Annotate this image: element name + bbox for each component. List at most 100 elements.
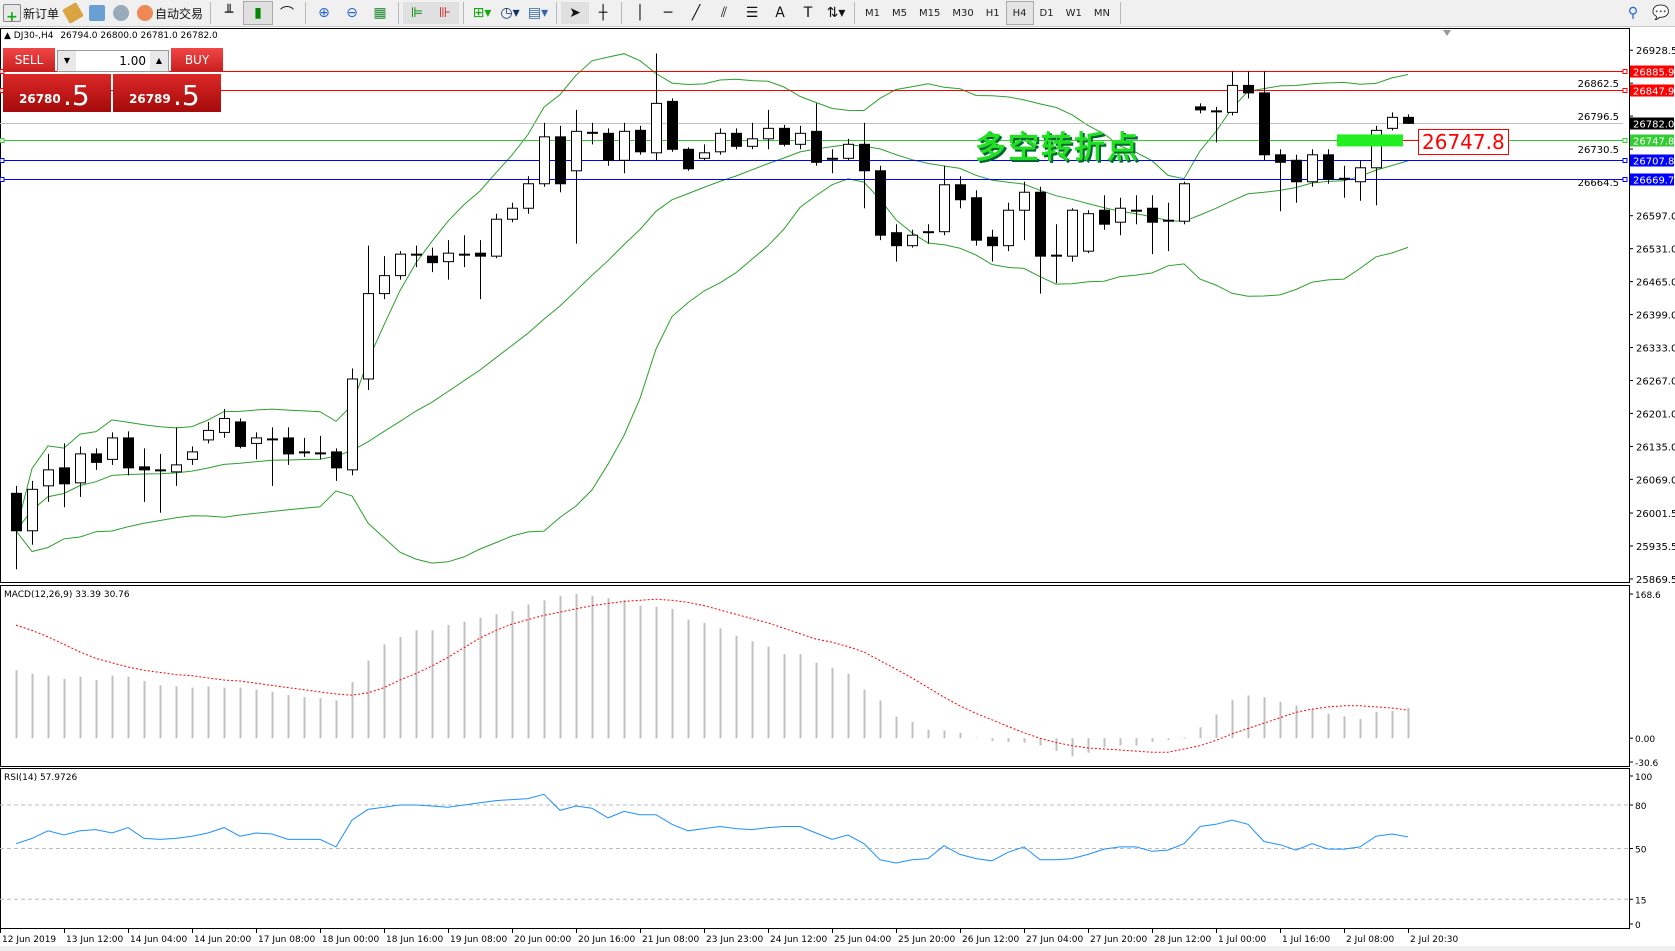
buy-button[interactable]: BUY: [171, 48, 223, 72]
timeframe-mn[interactable]: MN: [1093, 7, 1110, 19]
candle-bull: [395, 253, 406, 277]
main-panel-frame: [0, 28, 1630, 583]
candle-bear: [987, 236, 998, 247]
price-tick-label: 26531.0: [1636, 245, 1675, 256]
price-level-tag: [1630, 117, 1674, 130]
candle-bull: [587, 131, 598, 134]
price-tick-label: 26664.5: [1578, 178, 1619, 189]
timeframe-h1[interactable]: H1: [985, 7, 1000, 19]
sell-price-button[interactable]: 26780 .5: [3, 74, 111, 112]
lot-decrease-icon[interactable]: ▼: [58, 51, 76, 71]
text-label-button[interactable]: T: [794, 2, 822, 24]
time-tick-label: 13 Jun 12:00: [66, 935, 123, 945]
candle-bear: [891, 232, 902, 247]
timeframe-m1[interactable]: M1: [865, 7, 881, 19]
candle-bull: [1179, 183, 1190, 222]
trendline-button[interactable]: ╱: [682, 2, 710, 24]
auto-trading-button[interactable]: 自动交易: [134, 2, 206, 24]
level-handle-left: [0, 177, 5, 182]
level-handle-right: [1622, 88, 1628, 93]
price-tick-label: 26267.0: [1636, 376, 1675, 387]
price-label-annotation[interactable]: 26747.8: [1418, 129, 1509, 155]
channel-button[interactable]: ⫽: [710, 2, 738, 24]
candle-bear: [923, 231, 934, 234]
turning-point-annotation[interactable]: 多空转折点: [975, 130, 1140, 166]
time-tick-label: 14 Jun 20:00: [194, 935, 251, 945]
bar-chart-button[interactable]: ╨: [215, 2, 243, 24]
lot-increase-icon[interactable]: ▲: [150, 51, 168, 71]
crosshair-button[interactable]: ┼: [589, 2, 617, 24]
arrows-icon: ⇅▾: [826, 5, 846, 21]
level-handle-left: [0, 158, 5, 163]
sell-button[interactable]: SELL: [3, 48, 55, 72]
time-tick-label: 28 Jun 12:00: [1154, 935, 1211, 945]
zoom-out-button[interactable]: ⊖: [338, 2, 366, 24]
signals-button[interactable]: [110, 2, 134, 24]
periods-button[interactable]: ◷▾: [496, 2, 524, 24]
macd-panel-frame: [0, 585, 1630, 767]
candle-bull: [795, 132, 806, 145]
timeframe-d1[interactable]: D1: [1039, 7, 1054, 19]
arrows-button[interactable]: ⇅▾: [822, 2, 850, 24]
time-tick-label: 25 Jun 04:00: [834, 935, 891, 945]
chart-shift-button[interactable]: ⊪: [431, 2, 460, 24]
candle-bear: [1147, 207, 1158, 223]
time-tick-label: 20 Jun 00:00: [514, 935, 571, 945]
level-handle-right: [1622, 138, 1628, 143]
time-tick-label: 12 Jun 2019: [2, 935, 56, 945]
navigator-button[interactable]: [86, 2, 110, 24]
auto-trading-label: 自动交易: [155, 6, 204, 21]
auto-scroll-button[interactable]: ⊫: [403, 2, 432, 24]
candle-bear: [427, 255, 438, 264]
fibonacci-icon: ☰: [745, 5, 759, 21]
fibonacci-button[interactable]: ☰: [738, 2, 766, 24]
price-level-tag: [1630, 134, 1674, 147]
chart-canvas[interactable]: 26928.5 26862.5 26796.5 26730.5 26664.5 26597…: [0, 27, 1675, 951]
line-chart-button[interactable]: ⌒: [273, 2, 301, 24]
templates-button[interactable]: ▤▾: [524, 2, 552, 24]
time-tick-label: 1 Jul 16:00: [1282, 935, 1331, 945]
clock-icon: ◷▾: [500, 5, 520, 21]
search-button[interactable]: ⚲: [1619, 2, 1647, 24]
candle-bull: [107, 437, 118, 460]
vertical-line-button[interactable]: │: [626, 2, 654, 24]
level-handle-left: [0, 138, 5, 143]
timeframe-m15[interactable]: M15: [919, 7, 941, 19]
time-tick-label: 18 Jun 00:00: [322, 935, 379, 945]
candlestick-button[interactable]: ▮: [243, 1, 274, 25]
cursor-button[interactable]: ➤: [561, 2, 590, 24]
candle-bull: [219, 417, 230, 433]
price-level-tag-label: 26847.9: [1633, 87, 1674, 98]
folder-icon: [62, 2, 84, 24]
price-tick-label: 26069.0: [1636, 475, 1675, 486]
new-order-icon: +: [3, 4, 21, 24]
candle-bear: [139, 466, 150, 471]
candle-bull: [1051, 254, 1062, 257]
candle-bear: [315, 452, 326, 455]
timeframe-m30[interactable]: M30: [952, 7, 974, 19]
horizontal-line-button[interactable]: ─: [654, 2, 682, 24]
zoom-in-button[interactable]: ⊕: [310, 2, 338, 24]
chat-button[interactable]: 💬: [1647, 2, 1675, 24]
price-tick-label: 26465.0: [1636, 278, 1675, 289]
market-watch-button[interactable]: [62, 2, 86, 24]
text-button[interactable]: A: [766, 2, 794, 24]
tile-windows-button[interactable]: ▦: [366, 2, 394, 24]
toolbar-separator: [398, 2, 400, 24]
timeframe-m5[interactable]: M5: [892, 7, 908, 19]
timeframe-w1[interactable]: W1: [1065, 7, 1082, 19]
buy-price-button[interactable]: 26789 .5: [113, 74, 221, 112]
price-tick-label: 26796.5: [1578, 112, 1619, 123]
macd-tick-label: 0.00: [1635, 735, 1655, 745]
zoom-in-icon: ⊕: [318, 5, 330, 21]
collapse-triangle-icon[interactable]: ▲: [4, 31, 11, 41]
price-tick-label: 26862.5: [1578, 79, 1619, 90]
lot-value[interactable]: 1.00: [119, 54, 146, 68]
lot-size-input[interactable]: ▼ 1.00 ▲: [57, 50, 169, 72]
candle-bear: [1323, 154, 1334, 180]
indicators-button[interactable]: ⊞▾: [468, 2, 496, 24]
price-tick-label: 25869.5: [1636, 575, 1675, 586]
macd-title: MACD(12,26,9) 33.39 30.76: [4, 590, 130, 600]
new-order-button[interactable]: + 新订单: [0, 2, 62, 24]
timeframe-h4[interactable]: H4: [1005, 1, 1034, 25]
